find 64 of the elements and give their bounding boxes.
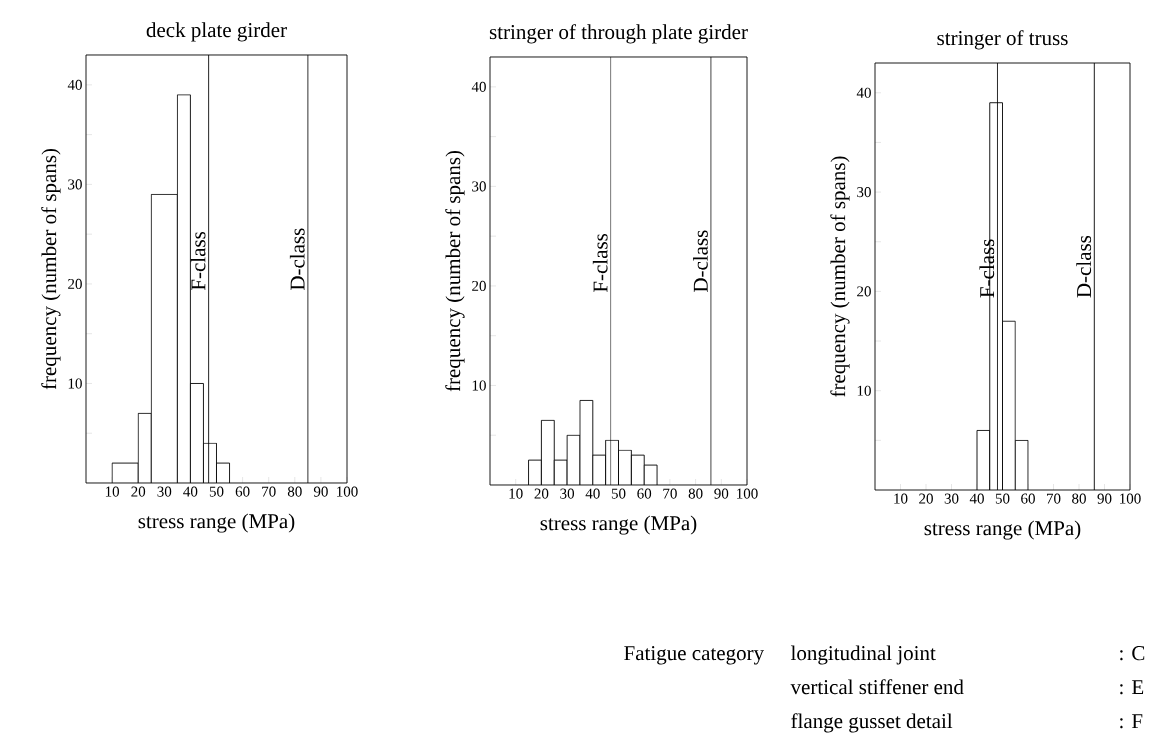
text: : F [1120,714,1143,729]
chart-title: stringer of truss [937,30,1068,50]
x-tick-label: 80 [1072,493,1086,504]
x-tick-label: 70 [663,488,677,499]
ref-line-label: D-class [693,230,708,293]
x-tick-label: 60 [235,486,250,497]
x-tick-label: 90 [714,488,729,499]
y-axis-title: frequency (number of spans) [445,150,465,392]
text: longitudinal joint [790,645,936,665]
x-tick-label: 100 [1120,493,1141,504]
y-tick-label: 20 [68,278,82,289]
x-tick-label: 40 [585,488,600,499]
y-tick-label: 40 [67,79,82,90]
x-tick-label: 20 [131,486,146,497]
x-tick-label: 100 [337,486,358,497]
ref-line-label: F-class [592,233,608,293]
x-tick-label: 60 [637,488,652,499]
x-tick-label: 10 [894,493,908,504]
x-tick-label: 90 [1097,493,1112,504]
chart-title: deck plate girder [146,22,287,42]
text: vertical stiffener end [790,679,964,695]
x-tick-label: 50 [611,488,626,499]
text: flange gusset detail [791,713,953,733]
x-tick-label: 30 [560,488,575,499]
x-axis-title: stress range (MPa) [138,513,295,533]
y-tick-label: 40 [856,87,871,98]
x-axis-title: stress range (MPa) [540,515,697,535]
x-axis-title: stress range (MPa) [924,520,1081,540]
y-tick-label: 10 [857,385,871,396]
y-tick-label: 40 [471,81,486,92]
x-tick-label: 90 [313,486,328,497]
x-tick-label: 10 [509,488,523,499]
y-tick-label: 30 [68,179,82,190]
ref-line-label: F-class [190,231,206,291]
y-axis-title: frequency (number of spans) [41,148,61,390]
y-tick-label: 10 [472,380,486,391]
y-tick-label: 30 [472,181,486,192]
x-tick-label: 30 [944,493,959,504]
ref-line-label: D-class [1076,235,1092,298]
x-tick-label: 40 [969,493,984,504]
text: Fatigue category [624,646,764,665]
y-axis-title: frequency (number of spans) [830,156,850,397]
x-tick-label: 70 [262,486,276,497]
x-tick-label: 100 [737,488,758,499]
y-tick-label: 30 [857,187,871,198]
text: : C [1120,646,1145,661]
x-tick-label: 30 [157,486,172,497]
x-tick-label: 20 [919,493,933,504]
y-tick-label: 10 [68,378,82,389]
x-tick-label: 50 [209,486,224,497]
x-tick-label: 80 [287,486,302,497]
x-tick-label: 70 [1047,493,1061,504]
chart-title: stringer of through plate girder [489,24,748,44]
ref-line-label: D-class [289,228,305,291]
x-tick-label: 20 [534,488,549,499]
y-tick-label: 20 [857,286,871,297]
x-tick-label: 40 [183,486,198,497]
x-tick-label: 50 [995,493,1010,504]
x-tick-label: 80 [688,488,703,499]
x-tick-label: 10 [105,486,120,497]
x-tick-label: 60 [1021,493,1035,504]
ref-line-label: F-class [979,239,995,298]
text: : E [1120,680,1144,695]
y-tick-label: 20 [472,280,486,291]
